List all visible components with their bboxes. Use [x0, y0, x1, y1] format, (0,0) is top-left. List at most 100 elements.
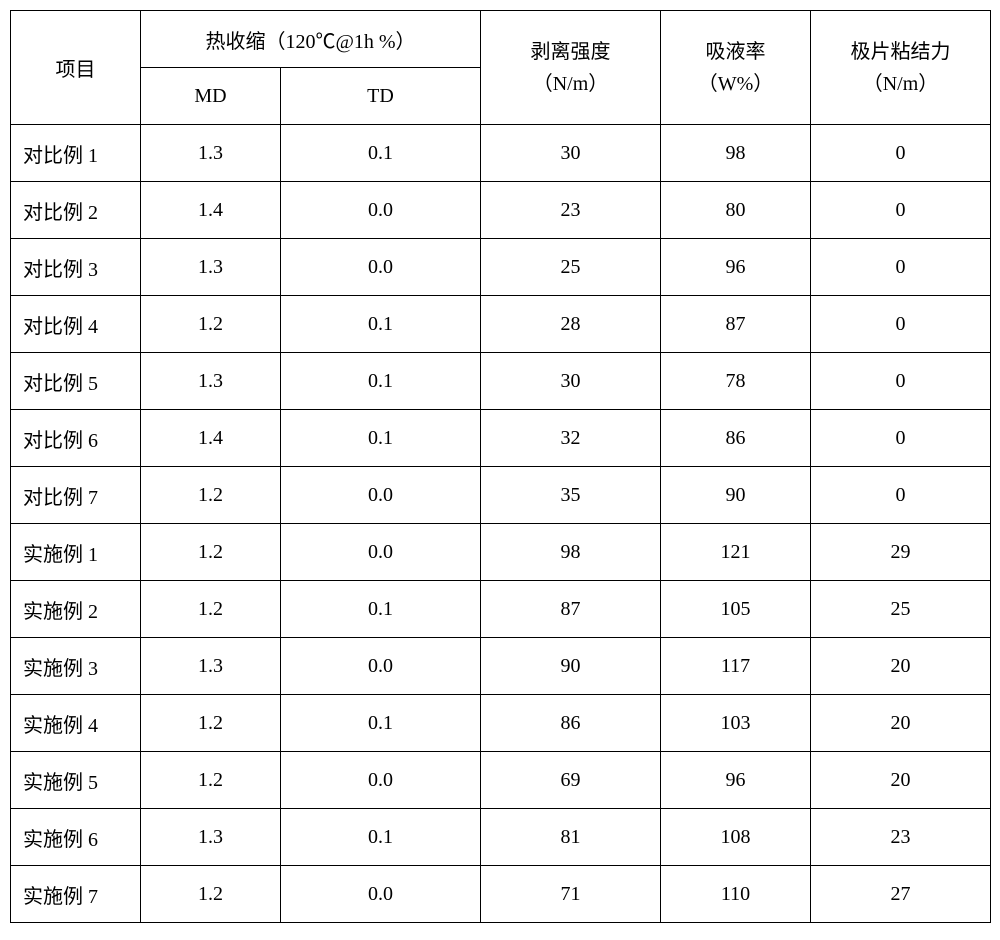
cell-item: 对比例 3	[11, 239, 141, 296]
header-heat-shrink: 热收缩（120℃@1h %）	[141, 11, 481, 68]
cell-abs: 96	[661, 239, 811, 296]
data-table: 项目 热收缩（120℃@1h %） 剥离强度 （N/m） 吸液率 （W%） 极片…	[10, 10, 991, 923]
cell-td: 0.1	[281, 353, 481, 410]
cell-md: 1.3	[141, 809, 281, 866]
cell-md: 1.3	[141, 239, 281, 296]
cell-td: 0.1	[281, 410, 481, 467]
cell-peel: 25	[481, 239, 661, 296]
cell-peel: 81	[481, 809, 661, 866]
header-row-1: 项目 热收缩（120℃@1h %） 剥离强度 （N/m） 吸液率 （W%） 极片…	[11, 11, 991, 68]
cell-td: 0.0	[281, 524, 481, 581]
cell-item: 实施例 4	[11, 695, 141, 752]
cell-md: 1.2	[141, 296, 281, 353]
table-body: 对比例 11.30.130980对比例 21.40.023800对比例 31.3…	[11, 125, 991, 923]
cell-td: 0.0	[281, 182, 481, 239]
header-item: 项目	[11, 11, 141, 125]
cell-item: 对比例 2	[11, 182, 141, 239]
cell-md: 1.2	[141, 467, 281, 524]
table-row: 对比例 61.40.132860	[11, 410, 991, 467]
cell-peel: 71	[481, 866, 661, 923]
cell-md: 1.2	[141, 752, 281, 809]
header-abs-l2: （W%）	[661, 68, 810, 100]
cell-abs: 90	[661, 467, 811, 524]
cell-adh: 0	[811, 182, 991, 239]
cell-item: 实施例 7	[11, 866, 141, 923]
header-peel-l1: 剥离强度	[481, 36, 660, 68]
table-row: 实施例 51.20.0699620	[11, 752, 991, 809]
table-row: 实施例 21.20.18710525	[11, 581, 991, 638]
cell-item: 实施例 3	[11, 638, 141, 695]
cell-item: 实施例 5	[11, 752, 141, 809]
cell-peel: 98	[481, 524, 661, 581]
cell-peel: 90	[481, 638, 661, 695]
cell-abs: 86	[661, 410, 811, 467]
cell-md: 1.3	[141, 638, 281, 695]
cell-item: 对比例 7	[11, 467, 141, 524]
cell-td: 0.0	[281, 467, 481, 524]
cell-td: 0.1	[281, 296, 481, 353]
cell-td: 0.0	[281, 866, 481, 923]
cell-peel: 30	[481, 125, 661, 182]
cell-abs: 96	[661, 752, 811, 809]
cell-md: 1.2	[141, 695, 281, 752]
cell-md: 1.4	[141, 182, 281, 239]
table-row: 实施例 11.20.09812129	[11, 524, 991, 581]
cell-adh: 25	[811, 581, 991, 638]
cell-abs: 110	[661, 866, 811, 923]
table-row: 实施例 41.20.18610320	[11, 695, 991, 752]
cell-adh: 0	[811, 125, 991, 182]
cell-peel: 28	[481, 296, 661, 353]
cell-peel: 69	[481, 752, 661, 809]
cell-abs: 103	[661, 695, 811, 752]
header-absorption: 吸液率 （W%）	[661, 11, 811, 125]
cell-item: 对比例 1	[11, 125, 141, 182]
cell-abs: 121	[661, 524, 811, 581]
table-row: 对比例 11.30.130980	[11, 125, 991, 182]
cell-abs: 78	[661, 353, 811, 410]
header-abs-l1: 吸液率	[661, 36, 810, 68]
cell-td: 0.1	[281, 125, 481, 182]
header-adhesion: 极片粘结力 （N/m）	[811, 11, 991, 125]
cell-md: 1.2	[141, 581, 281, 638]
cell-td: 0.1	[281, 695, 481, 752]
cell-td: 0.1	[281, 809, 481, 866]
cell-adh: 23	[811, 809, 991, 866]
table-header: 项目 热收缩（120℃@1h %） 剥离强度 （N/m） 吸液率 （W%） 极片…	[11, 11, 991, 125]
cell-adh: 0	[811, 239, 991, 296]
cell-peel: 86	[481, 695, 661, 752]
cell-abs: 87	[661, 296, 811, 353]
cell-adh: 27	[811, 866, 991, 923]
cell-abs: 105	[661, 581, 811, 638]
cell-peel: 23	[481, 182, 661, 239]
cell-item: 实施例 2	[11, 581, 141, 638]
cell-md: 1.2	[141, 866, 281, 923]
cell-adh: 20	[811, 752, 991, 809]
header-adh-l1: 极片粘结力	[811, 36, 990, 68]
cell-peel: 35	[481, 467, 661, 524]
header-td: TD	[281, 68, 481, 125]
cell-md: 1.3	[141, 125, 281, 182]
cell-td: 0.0	[281, 752, 481, 809]
table-row: 实施例 71.20.07111027	[11, 866, 991, 923]
cell-item: 实施例 6	[11, 809, 141, 866]
cell-abs: 117	[661, 638, 811, 695]
cell-td: 0.0	[281, 638, 481, 695]
cell-adh: 0	[811, 353, 991, 410]
cell-abs: 108	[661, 809, 811, 866]
table-row: 对比例 41.20.128870	[11, 296, 991, 353]
cell-abs: 98	[661, 125, 811, 182]
cell-md: 1.2	[141, 524, 281, 581]
cell-adh: 20	[811, 695, 991, 752]
cell-peel: 32	[481, 410, 661, 467]
table-row: 实施例 61.30.18110823	[11, 809, 991, 866]
header-peel-strength: 剥离强度 （N/m）	[481, 11, 661, 125]
cell-item: 对比例 5	[11, 353, 141, 410]
cell-adh: 20	[811, 638, 991, 695]
cell-td: 0.0	[281, 239, 481, 296]
cell-item: 实施例 1	[11, 524, 141, 581]
cell-peel: 30	[481, 353, 661, 410]
cell-td: 0.1	[281, 581, 481, 638]
cell-abs: 80	[661, 182, 811, 239]
table-row: 实施例 31.30.09011720	[11, 638, 991, 695]
cell-item: 对比例 4	[11, 296, 141, 353]
